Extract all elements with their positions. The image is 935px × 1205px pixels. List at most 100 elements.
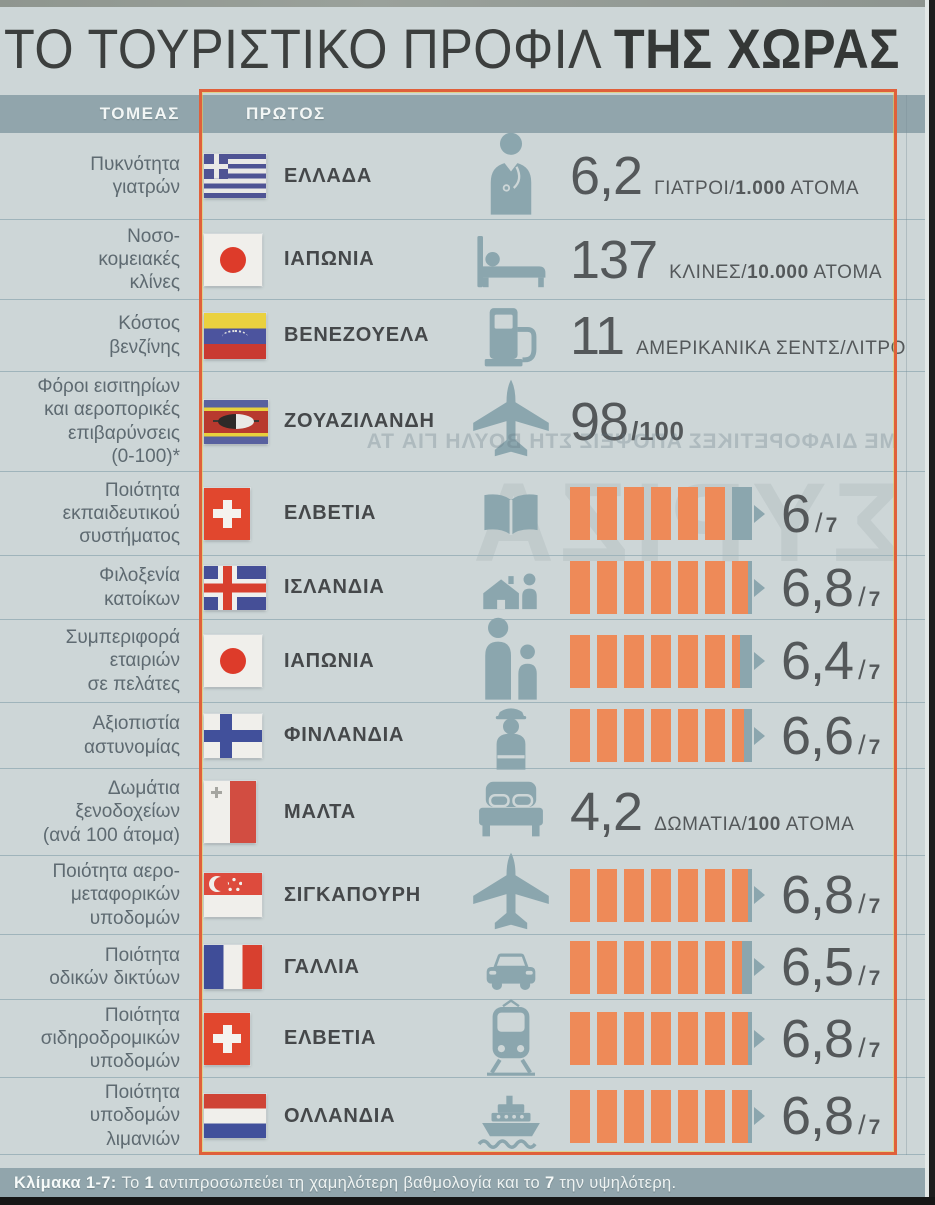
- score-bar-segment: [570, 868, 590, 922]
- score-bar-segment: [597, 1089, 617, 1143]
- sector-label: Ποιότητα εκπαιδευτικού συστήματος: [62, 479, 180, 548]
- table-header: ΤΟΜΕΑΣ ΠΡΩΤΟΣ: [0, 95, 929, 133]
- value-cell: 6,5/7: [570, 940, 929, 994]
- france-flag: [204, 945, 262, 989]
- flag-cell: [204, 1094, 284, 1138]
- country-name: ΦΙΝΛΑΝΔΙΑ: [284, 724, 405, 746]
- row-content: ΙΑΠΩΝΙΑ 6,4/7: [190, 617, 929, 702]
- footnote-text: Κλίμακα 1-7: Το 1 αντιπροσωπεύει τη χαμη…: [14, 1174, 677, 1192]
- score-bar-segment: [732, 561, 752, 614]
- sector-label: Ποιότητα σιδηροδρομικών υποδομών: [40, 1004, 180, 1073]
- footnote-band: Κλίμακα 1-7: Το 1 αντιπροσωπεύει τη χαμη…: [0, 1168, 929, 1199]
- country-name: ΓΑΛΛΙΑ: [284, 955, 360, 978]
- column-header-sector: ΤΟΜΕΑΣ: [99, 104, 180, 123]
- airplane-icon: [466, 850, 556, 940]
- score-pointer-icon: [754, 886, 765, 904]
- value-cell: 6,8/7: [570, 1012, 929, 1066]
- value-cell: 137 ΚΛΙΝΕΣ/10.000 ΑΤΟΜΑ: [570, 233, 929, 287]
- score-bars: [570, 487, 765, 540]
- row-content: ΣΙΓΚΑΠΟΥΡΗ 6,8/7: [190, 852, 929, 934]
- row-content: ΖΟΥΑΖΙΛΑΝΔΗ 98/100: [190, 372, 929, 471]
- metric-unit: ΑΜΕΡΙΚΑΝΙΚΑ ΣΕΝΤΣ/ΛΙΤΡΟ: [636, 337, 907, 359]
- score-bar-segment: [624, 634, 644, 688]
- car-icon: [467, 935, 555, 999]
- value-cell: 6,6/7: [570, 709, 929, 763]
- page-right-margin: [925, 0, 929, 1205]
- flag-detail: [226, 878, 242, 891]
- score-bar-segment: [624, 709, 644, 762]
- score-bar-segment: [651, 1089, 671, 1143]
- value-cell: 98/100: [570, 395, 929, 449]
- metric-unit: ΔΩΜΑΤΙΑ/100 ΑΤΟΜΑ: [654, 814, 855, 835]
- country-name: ΖΟΥΑΖΙΛΑΝΔΗ: [284, 410, 435, 432]
- score-text: 6,8/7: [781, 1012, 880, 1066]
- score-max: 7: [868, 735, 881, 759]
- bleedthrough-text: ΜΕ ΔΙΑΦΟΡΕΤΙΚΕΣ ΑΠΟΨΕΙΣ ΣΤΗ ΒΟΥΛΗ ΓΙΑ ΤΑ: [365, 430, 897, 453]
- score-bar-segment: [651, 940, 671, 994]
- score-bar-segment: [732, 940, 752, 994]
- flag-cell: [204, 399, 284, 444]
- flag-cell: [204, 1012, 284, 1065]
- icon-cell: [452, 220, 570, 300]
- netherlands-flag: [204, 1094, 266, 1138]
- metric-value: 11: [570, 305, 625, 366]
- fuel-pump-icon: [470, 295, 552, 377]
- score-text: 6,6/7: [781, 709, 880, 763]
- metric-unit: ΚΛΙΝΕΣ/10.000 ΑΤΟΜΑ: [669, 261, 883, 283]
- value-cell: 6,8/7: [570, 868, 929, 922]
- police-officer-icon: [471, 696, 551, 776]
- row-content: ΟΛΛΑΝΔΙΑ 6,8/7: [190, 1078, 929, 1154]
- table-row: Ποιότητα εκπαιδευτικού συστήματος ΕΛΒΕΤΙΑ…: [0, 472, 929, 556]
- score-bar-segment: [651, 709, 671, 762]
- value-cell: 4,2 ΔΩΜΑΤΙΑ/100 ΑΤΟΜΑ: [570, 785, 929, 839]
- value-cell: 6,2 ΓΙΑΤΡΟΙ/1.000 ΑΤΟΜΑ: [570, 149, 929, 203]
- score-bar-segment: [651, 1012, 671, 1065]
- score-bar-segment: [570, 1089, 590, 1143]
- score-pointer-icon: [754, 1029, 765, 1048]
- sector-label: Πυκνότητα γιατρών: [90, 153, 180, 198]
- metric-value: 98: [570, 391, 629, 452]
- score-bar-segment: [597, 561, 617, 614]
- score-text: 6,5/7: [781, 940, 880, 994]
- icon-cell: [452, 555, 570, 621]
- score-bars: [570, 868, 765, 922]
- score-pointer-icon: [754, 1107, 765, 1125]
- sector-label: Ποιότητα οδικών δικτύων: [49, 944, 180, 989]
- score-text: 6,8/7: [781, 868, 880, 922]
- flag-cell: [204, 873, 284, 917]
- metric-unit: /100: [631, 415, 685, 446]
- score-slash: /: [858, 1110, 866, 1140]
- score-bar-segment: [624, 487, 644, 540]
- score-bar-segment: [597, 1012, 617, 1065]
- score-bar-segment: [597, 868, 617, 922]
- row-content: ΒΕΝΕΖΟΥΕΛΑ 11 ΑΜΕΡΙΚΑΝΙΚΑ ΣΕΝΤΣ/ΛΙΤΡΟ: [190, 300, 929, 371]
- open-book-icon: [466, 479, 556, 549]
- icon-cell: [452, 1077, 570, 1155]
- score-bar-segment: [705, 634, 725, 688]
- score-pointer-icon: [754, 652, 765, 670]
- score-slash: /: [858, 1032, 866, 1063]
- country-name: ΣΙΓΚΑΠΟΥΡΗ: [284, 883, 422, 906]
- score-text: 6/7: [781, 487, 837, 541]
- score-bars: [570, 1089, 765, 1143]
- score-bar-segment: [732, 487, 752, 540]
- icon-cell: [452, 935, 570, 999]
- row-content: ΕΛΒΕΤΙΑ 6/7: [190, 472, 929, 555]
- swaziland-flag: [204, 399, 268, 444]
- metric-value: 6,2: [570, 146, 643, 206]
- table-row: Αξιοπιστία αστυνομίας ΦΙΝΛΑΝΔΙΑ 6,6/7: [0, 703, 929, 770]
- ship-icon: [463, 1077, 559, 1155]
- finland-flag: [204, 713, 262, 758]
- table-row: Κόστος βενζίνης ΒΕΝΕΖΟΥΕΛΑ 11 ΑΜΕΡΙΚΑΝΙΚΑ Σ…: [0, 300, 929, 372]
- icon-cell: [452, 615, 570, 707]
- score-slash: /: [858, 729, 866, 760]
- page-title-bold: ΤΗΣ ΧΩΡΑΣ: [613, 17, 900, 80]
- score-bar-segment: [624, 1089, 644, 1143]
- icon-cell: [452, 993, 570, 1085]
- country-name: ΕΛΛΑΔΑ: [284, 164, 373, 187]
- sector-label: Συμπεριφορά εταιριών σε πελάτες: [65, 627, 180, 695]
- row-content: ΙΣΛΑΝΔΙΑ 6,8/7: [190, 556, 929, 619]
- score-slash: /: [858, 961, 866, 991]
- country-name: ΕΛΒΕΤΙΑ: [284, 1027, 377, 1049]
